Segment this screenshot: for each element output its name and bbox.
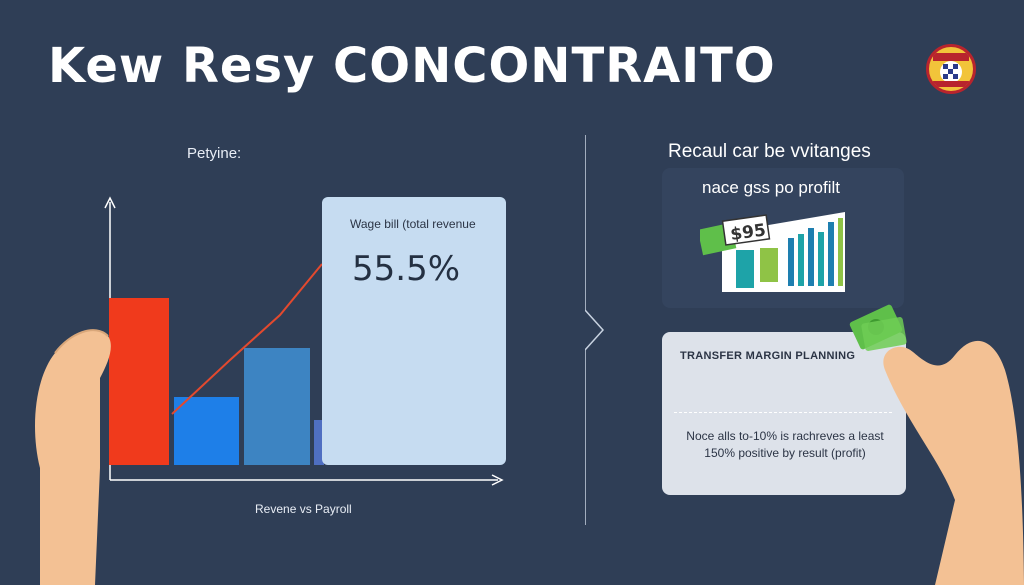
x-axis-label: Revene vs Payroll <box>255 502 352 516</box>
bar-steel <box>244 348 310 465</box>
profit-subheading: nace gss po profilt <box>702 178 840 197</box>
wage-bill-card: Wage bill (total revenue 55.5% <box>322 197 506 465</box>
planning-separator <box>674 412 892 413</box>
x-axis-arrow <box>491 474 504 486</box>
planning-title: TRANSFER MARGIN PLANNING <box>680 350 856 362</box>
bar-red <box>109 298 169 465</box>
graphic-bar-1 <box>736 250 754 288</box>
transfer-planning-card: TRANSFER MARGIN PLANNING Noce alls to-10… <box>662 332 906 495</box>
page-title: Kew Resy CONCONTRAITO <box>48 38 776 94</box>
graphic-bar-2 <box>760 248 778 282</box>
graphic-bar-7 <box>828 222 834 286</box>
y-axis-arrow <box>104 196 116 209</box>
trend-line <box>171 263 323 415</box>
right-heading: Recaul car be vvitanges <box>668 141 871 162</box>
wage-bill-label: Wage bill (total revenue <box>350 217 476 231</box>
planning-body: Noce alls to-10% is rachreves a least 15… <box>686 429 884 460</box>
graphic-bar-4 <box>798 234 804 286</box>
graphic-bar-6 <box>818 232 824 286</box>
bar-blue <box>174 397 239 465</box>
bar-small <box>314 420 324 465</box>
graphic-bar-3 <box>788 238 794 286</box>
graphic-bar-5 <box>808 228 814 286</box>
chart-label: Petyine: <box>187 145 242 162</box>
left-hand-illustration <box>35 329 111 585</box>
graphic-bar-8 <box>838 218 843 286</box>
panel-divider <box>585 135 605 525</box>
money-bundle-icon <box>849 304 907 351</box>
price-tag-icon <box>721 214 771 246</box>
revenue-payroll-chart <box>104 196 504 486</box>
right-hand-illustration <box>849 304 1024 585</box>
profit-chart-graphic: $95 <box>700 212 845 292</box>
wage-bill-value: 55.5% <box>352 249 461 289</box>
club-crest-icon <box>926 44 976 94</box>
price-tag-text: $95 <box>729 220 767 245</box>
